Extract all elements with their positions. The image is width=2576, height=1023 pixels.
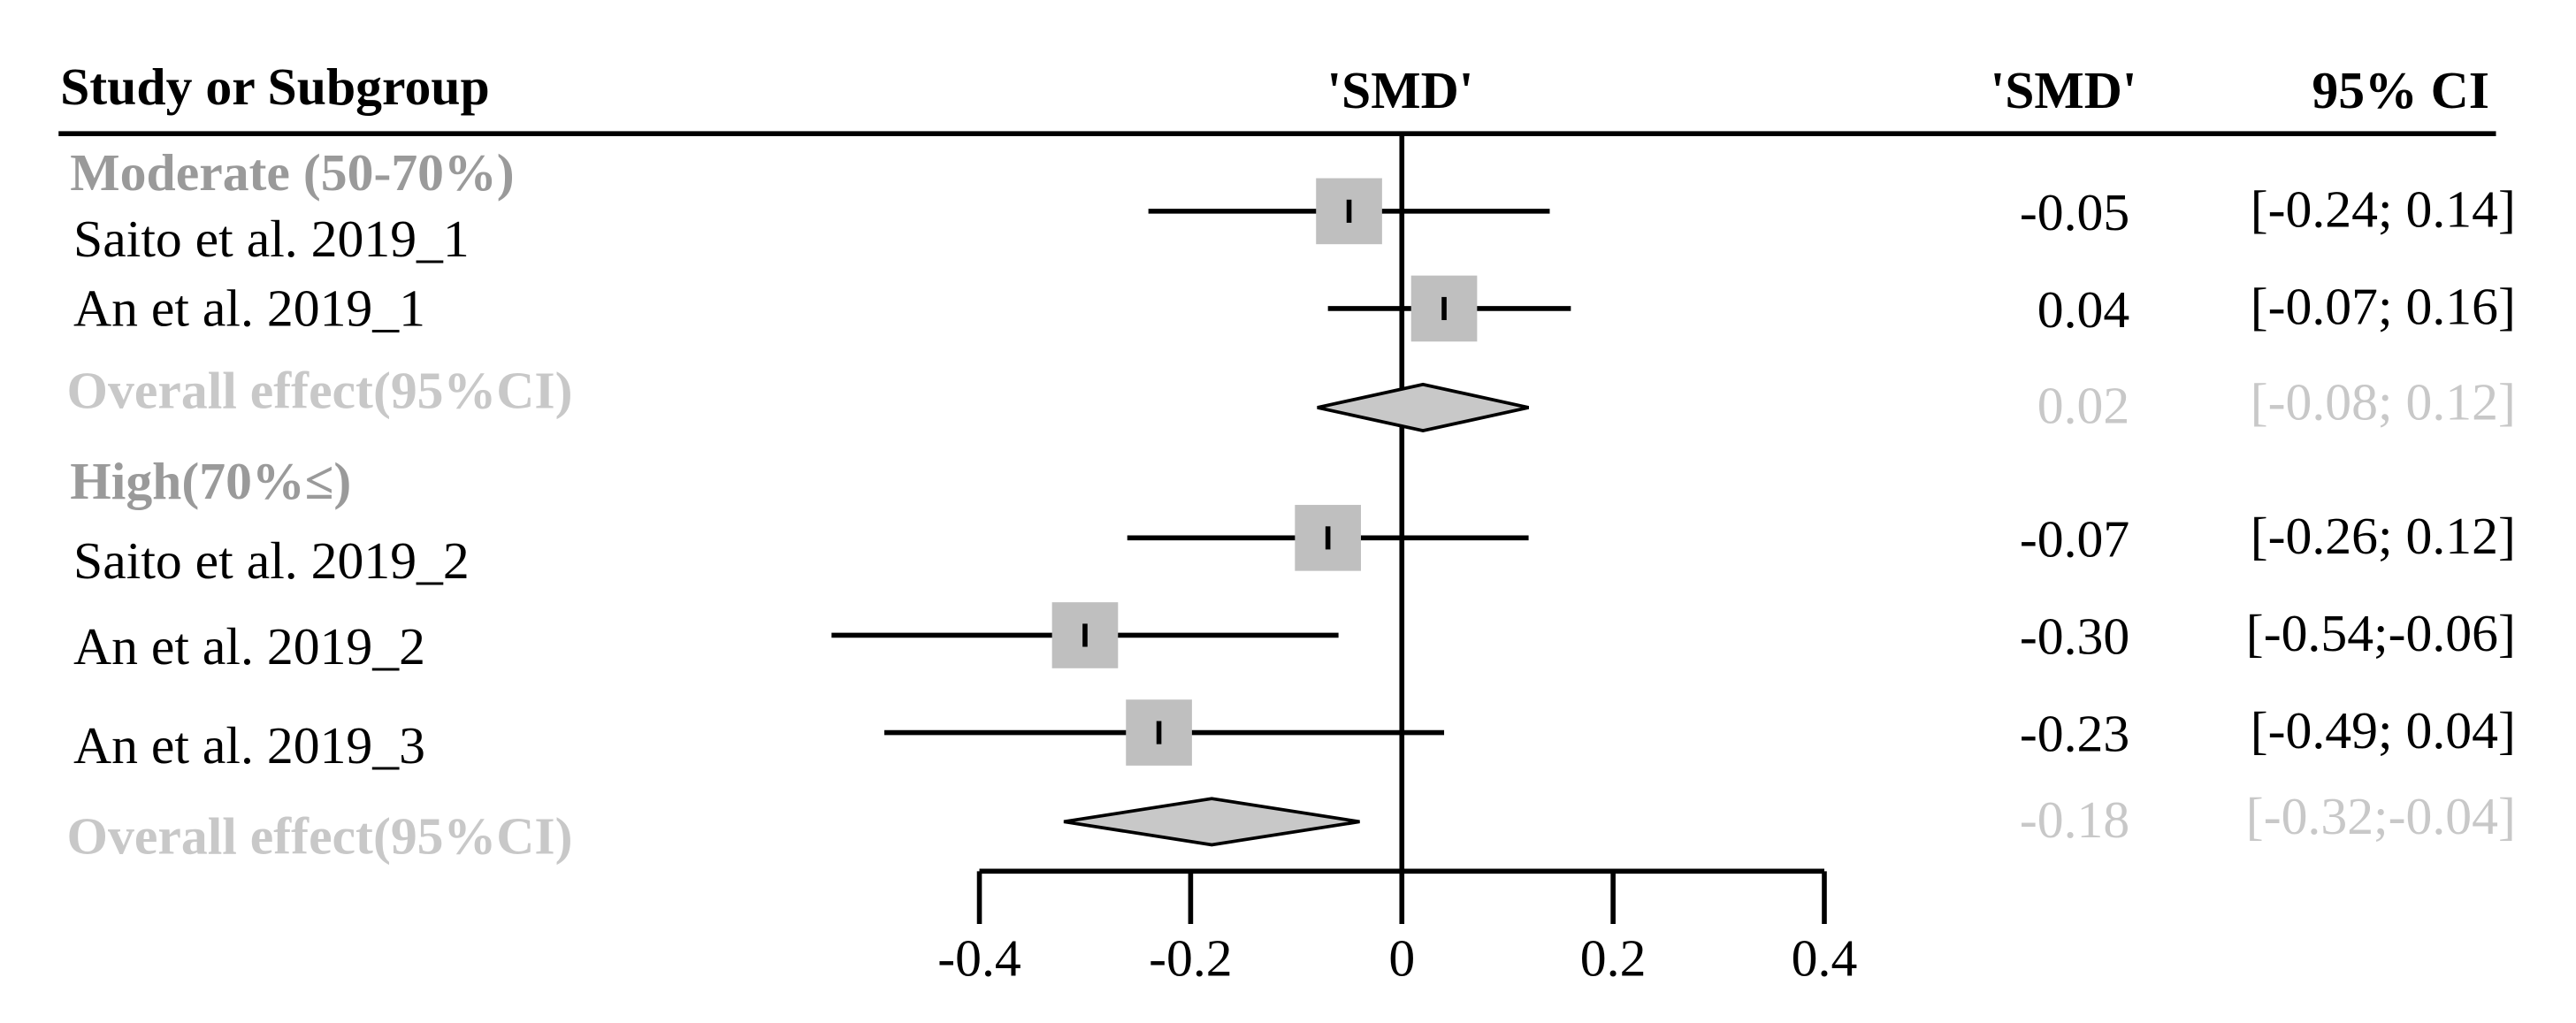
study-name: Saito et al. 2019_2 [73,531,470,590]
header-plot: 'SMD' [1326,61,1473,119]
study-name: An et al. 2019_3 [73,716,425,775]
study-name: Saito et al. 2019_1 [73,210,470,268]
overall-ci-label: [-0.32;-0.04] [2246,787,2516,845]
overall-value-label: 0.02 [2037,376,2129,434]
value-label: -0.07 [2020,510,2129,569]
ci-label: [-0.24; 0.14] [2251,179,2516,238]
overall-diamond [1317,382,1529,432]
x-tick-label: -0.4 [937,929,1021,988]
header-study: Study or Subgroup [60,57,490,116]
study-name: An et al. 2019_2 [73,617,425,676]
study-name: An et al. 2019_1 [73,279,425,337]
x-tick-label: 0.2 [1580,929,1647,988]
ci-label: [-0.54;-0.06] [2246,604,2516,662]
x-tick-label: 0.4 [1792,929,1858,988]
overall-name: Overall effect(95%CI) [67,806,573,865]
overall-ci-label: [-0.08; 0.12] [2251,373,2516,431]
overall-diamond [1063,797,1360,847]
value-label: 0.04 [2037,280,2129,339]
ci-label: [-0.49; 0.04] [2251,701,2516,760]
header-value: 'SMD' [1991,61,2137,119]
value-label: -0.23 [2020,705,2129,763]
group-header: Moderate (50-70%) [70,143,514,202]
overall-name: Overall effect(95%CI) [67,362,573,420]
ci-label: [-0.07; 0.16] [2251,277,2516,335]
x-tick-label: 0 [1388,929,1415,988]
x-tick-label: -0.2 [1149,929,1233,988]
value-label: -0.30 [2020,607,2129,666]
overall-value-label: -0.18 [2020,790,2129,849]
value-label: -0.05 [2020,183,2129,241]
header-ci: 95% CI [2312,61,2489,119]
ci-label: [-0.26; 0.12] [2251,507,2516,565]
group-header: High(70%≤) [70,452,351,510]
